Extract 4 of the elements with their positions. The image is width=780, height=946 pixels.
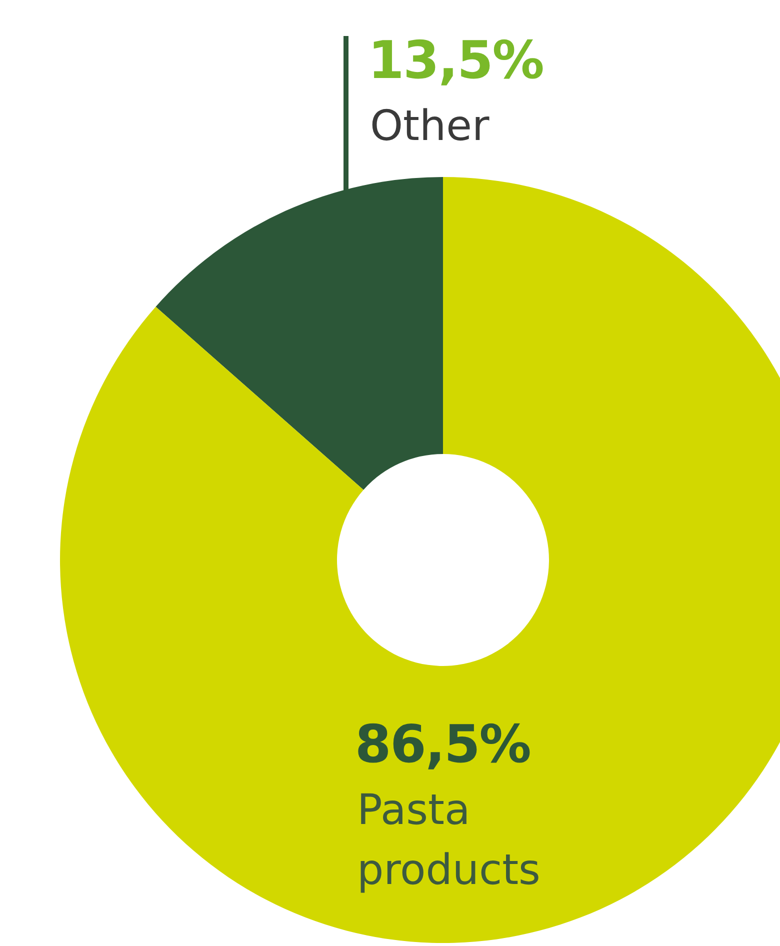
slice-label: Pasta products bbox=[357, 785, 540, 894]
data-label: 86,5% bbox=[355, 715, 530, 775]
slice-label: Other bbox=[370, 101, 490, 150]
data-label: 13,5% bbox=[368, 31, 544, 91]
